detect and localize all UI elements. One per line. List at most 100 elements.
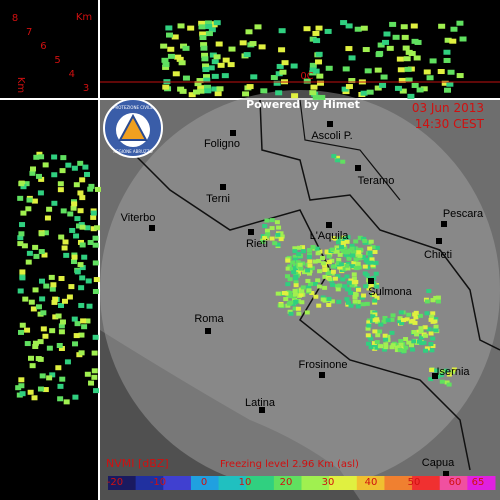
echo [274, 220, 280, 225]
echo [281, 290, 287, 295]
echo [57, 383, 64, 389]
echo [325, 65, 333, 71]
echo [23, 181, 30, 187]
echo [438, 23, 446, 29]
product-label: NVMI [dBZ] [106, 457, 169, 470]
echo [19, 222, 26, 228]
echo [371, 275, 377, 280]
scale-swatch [163, 476, 192, 490]
echo [398, 77, 406, 83]
echo [201, 56, 209, 62]
echo [336, 257, 342, 262]
echo [370, 314, 376, 319]
echo [46, 206, 53, 212]
echo [31, 198, 38, 204]
echo [222, 57, 230, 63]
echo [398, 310, 404, 315]
echo [79, 275, 86, 281]
echo [292, 288, 298, 293]
echo [443, 49, 451, 55]
echo [424, 299, 430, 304]
echo [312, 30, 320, 36]
echo [433, 328, 439, 333]
echo [430, 336, 436, 341]
echo [71, 316, 78, 322]
echo [337, 236, 343, 241]
echo [449, 38, 457, 44]
echo [326, 296, 332, 301]
echo [91, 350, 98, 356]
city-label: Capua [422, 457, 455, 469]
echo [90, 214, 97, 220]
echo [380, 74, 388, 80]
echo [17, 329, 24, 335]
echo [305, 268, 311, 273]
echo [357, 247, 363, 252]
echo [215, 41, 223, 47]
echo [214, 91, 222, 97]
echo [365, 326, 371, 331]
echo [372, 329, 378, 334]
echo [272, 241, 278, 246]
scale-swatch [329, 476, 358, 490]
echo [59, 376, 66, 382]
echo [433, 295, 439, 300]
echo [351, 272, 357, 277]
echo [394, 85, 402, 91]
echo [35, 304, 42, 310]
echo [418, 326, 424, 331]
echo [307, 259, 313, 264]
echo [19, 275, 26, 281]
level-label: 8 [12, 13, 18, 24]
echo [176, 56, 184, 62]
echo [306, 254, 312, 259]
echo [322, 285, 328, 290]
echo [79, 265, 86, 271]
echo [254, 24, 262, 30]
echo [55, 313, 62, 319]
echo [66, 294, 73, 300]
city-marker [149, 225, 155, 231]
echo [258, 44, 266, 50]
echo [77, 239, 84, 245]
echo [33, 253, 40, 259]
echo [15, 385, 22, 391]
echo [283, 297, 289, 302]
echo [394, 348, 400, 353]
echo [315, 25, 323, 31]
profile-side-unit: Km [15, 77, 26, 93]
echo [426, 75, 434, 81]
echo [366, 320, 372, 325]
echo [38, 249, 45, 255]
echo [438, 373, 444, 378]
echo [352, 283, 358, 288]
echo [260, 239, 266, 244]
city-label: Sulmona [368, 286, 412, 298]
echo [46, 345, 53, 351]
echo [335, 240, 341, 245]
echo [306, 285, 312, 290]
echo [374, 317, 380, 322]
echo [344, 250, 350, 255]
city-marker [368, 278, 374, 284]
echo [52, 314, 59, 320]
echo [310, 245, 316, 250]
echo [92, 260, 99, 266]
echo [340, 159, 346, 164]
echo [327, 277, 333, 282]
echo [364, 68, 372, 74]
echo [307, 252, 313, 257]
freezing-marker: 0C [300, 71, 313, 82]
echo [356, 265, 362, 270]
echo [33, 154, 40, 160]
echo [305, 278, 311, 283]
echo [17, 241, 24, 247]
scale-swatch [246, 476, 275, 490]
color-scale: -20 -10 0 10 20 30 40 50 60 65 [107, 476, 496, 490]
echo [286, 294, 292, 299]
echo [58, 234, 65, 240]
echo [332, 276, 338, 281]
echo [262, 224, 268, 229]
echo [199, 35, 207, 41]
